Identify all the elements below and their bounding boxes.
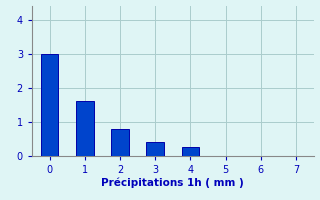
Bar xyxy=(41,54,58,156)
Bar xyxy=(182,147,199,156)
Bar xyxy=(76,101,93,156)
X-axis label: Précipitations 1h ( mm ): Précipitations 1h ( mm ) xyxy=(101,178,244,188)
Bar xyxy=(111,129,129,156)
Bar xyxy=(147,142,164,156)
